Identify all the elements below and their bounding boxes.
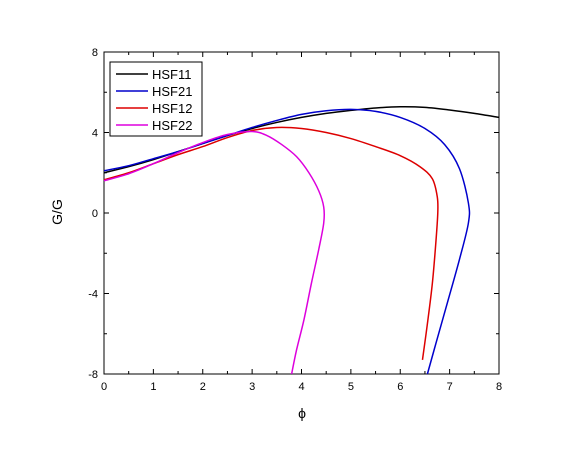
x-tick-label: 8 xyxy=(496,381,502,393)
y-tick-label: 8 xyxy=(92,47,98,59)
y-tick-label: 0 xyxy=(92,208,98,220)
x-tick-label: 3 xyxy=(249,381,255,393)
legend-label-hsf11: HSF11 xyxy=(152,67,192,82)
series-lines xyxy=(103,105,500,375)
legend: HSF11 HSF21 HSF12 HSF22 xyxy=(109,61,203,137)
x-axis-label: ϕ xyxy=(298,405,306,421)
axis-ticks xyxy=(103,51,500,375)
y-tick-label: -8 xyxy=(88,369,98,381)
y-axis-label: G/G xyxy=(49,199,65,225)
x-tick-label: 1 xyxy=(150,381,156,393)
x-tick-label: 6 xyxy=(397,381,403,393)
series-line-hsf22 xyxy=(103,130,326,375)
legend-label-hsf12: HSF12 xyxy=(152,101,192,116)
axis-tick-labels: 0 1 2 3 4 5 6 7 8 -8 -4 0 4 8 xyxy=(88,47,502,393)
x-tick-label: 4 xyxy=(298,381,304,393)
y-tick-label: -4 xyxy=(88,289,98,301)
series-line-hsf12 xyxy=(103,126,439,361)
y-tick-label: 4 xyxy=(92,128,98,140)
x-tick-label: 5 xyxy=(348,381,354,393)
x-tick-label: 7 xyxy=(447,381,453,393)
legend-label-hsf21: HSF21 xyxy=(152,84,192,99)
x-tick-label: 0 xyxy=(101,381,107,393)
x-tick-label: 2 xyxy=(200,381,206,393)
legend-label-hsf22: HSF22 xyxy=(152,118,192,133)
